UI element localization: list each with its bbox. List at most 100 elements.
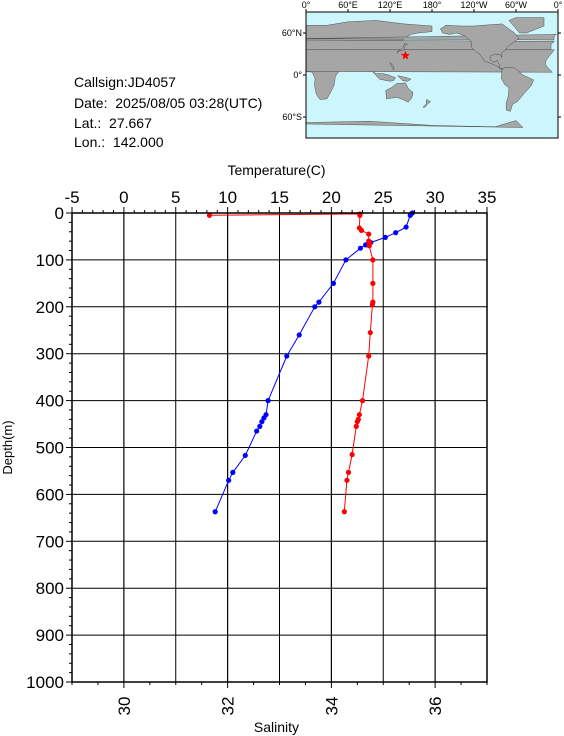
land-indonesia (372, 71, 396, 82)
salinity-point (356, 412, 362, 418)
map-lon-label: 0° (302, 0, 311, 10)
salinity-point (358, 227, 365, 233)
temperature-tick-label: 0 (119, 188, 128, 207)
temperature-point (343, 257, 349, 263)
temperature-tick-label: 35 (478, 188, 497, 207)
y-tick-label: 400 (36, 392, 64, 411)
salinity-point (341, 509, 347, 515)
temperature-point (212, 509, 218, 515)
land-japan (396, 43, 409, 54)
temperature-point (254, 428, 260, 434)
temperature-tick-label: 30 (426, 188, 445, 207)
salinity-tick-label: 32 (219, 697, 238, 716)
salinity-point (366, 243, 372, 249)
salinity-point (369, 301, 375, 308)
y-tick-label: 700 (36, 532, 64, 551)
date-line: Date: 2025/08/05 03:28(UTC) (74, 95, 262, 111)
temperature-point (226, 477, 232, 483)
land-greenland (508, 17, 545, 34)
salinity-point (370, 257, 376, 263)
map-lon-label: 60°E (338, 0, 358, 10)
salinity-point (354, 419, 360, 425)
land-new-zealand (422, 99, 431, 108)
callsign-line: Callsign:JD4057 (74, 74, 176, 90)
salinity-profile-line (209, 213, 374, 512)
temperature-tick-label: 20 (322, 188, 341, 207)
map-lat-label: 0° (293, 70, 302, 80)
temperature-point (357, 245, 364, 251)
temperature-tick-label: 15 (270, 188, 289, 207)
y-axis-label: Depth(m) (0, 420, 15, 474)
y-tick-label: 500 (36, 439, 64, 458)
chart-grid (72, 213, 487, 682)
salinity-tick-label: 36 (426, 697, 445, 716)
salinity-axis-label: Salinity (254, 719, 299, 735)
callsign-value: JD4057 (127, 74, 176, 90)
temperature-tick-label: 25 (374, 188, 393, 207)
temperature-point (284, 353, 290, 359)
y-tick-label: 300 (36, 345, 64, 364)
temperature-point (312, 304, 318, 310)
station-marker-star (400, 50, 411, 60)
land-europe-west (306, 39, 556, 50)
temperature-point (330, 280, 337, 286)
lat-label: Lat.: (74, 115, 102, 131)
salinity-point (349, 451, 355, 458)
temperature-point (259, 419, 265, 425)
world-map: 0° 60°E 120°E 180° 120°W 60°W 0° 60°N 0° 60°S (282, 0, 563, 139)
map-lon-label: 180° (423, 0, 442, 10)
map-lon-label: 0° (554, 0, 563, 10)
map-lat-label: 60°S (282, 112, 302, 122)
temperature-point (257, 423, 263, 429)
map-land (306, 17, 557, 138)
chart-series (206, 210, 415, 515)
land-antarctica (306, 120, 524, 138)
y-tick-label: 600 (36, 485, 64, 504)
salinity-point (344, 477, 350, 483)
land-south-america (501, 67, 534, 112)
lon-value: 142.000 (112, 134, 164, 150)
y-tick-label: 800 (36, 579, 64, 598)
temperature-axis-label: Temperature(C) (227, 162, 325, 178)
salinity-tick-label: 34 (322, 697, 341, 716)
chart-axes: 01002003004005006007008009001000Depth(m)… (0, 162, 496, 735)
salinity-tick-label: 30 (115, 697, 134, 716)
lon-label: Lon.: (74, 134, 106, 150)
y-tick-label: 100 (36, 251, 64, 270)
temperature-point (382, 234, 388, 240)
map-lat-label: 60°N (282, 28, 302, 38)
salinity-point (366, 231, 372, 237)
land-australia (385, 82, 414, 103)
temperature-point (403, 224, 409, 230)
temperature-tick-label: 5 (171, 188, 180, 207)
land-africa-west (306, 49, 555, 73)
date-label: Date: (74, 95, 108, 111)
lat-line: Lat.: 27.667 (74, 115, 152, 131)
temperature-point (296, 332, 302, 338)
y-tick-label: 900 (36, 626, 64, 645)
salinity-point (367, 329, 373, 336)
temperature-point (230, 469, 236, 475)
land-new-guinea (397, 75, 412, 82)
map-lon-label: 120°E (378, 0, 403, 10)
salinity-point (370, 280, 376, 286)
temperature-tick-label: -5 (64, 188, 79, 207)
salinity-point (206, 212, 213, 218)
temperature-tick-label: 10 (218, 188, 237, 207)
temperature-profile-line (214, 212, 413, 512)
salinity-point (359, 398, 366, 404)
map-lon-label: 60°W (505, 0, 528, 10)
map-lon-label: 120°W (460, 0, 488, 10)
y-tick-label: 1000 (26, 673, 64, 692)
callsign-label: Callsign: (74, 74, 128, 90)
land-north-america (440, 23, 520, 71)
salinity-point (345, 469, 352, 475)
temperature-point (242, 452, 248, 459)
land-philippines (389, 62, 395, 71)
lon-line: Lon.: 142.000 (74, 134, 164, 150)
lat-value: 27.667 (109, 115, 152, 131)
temperature-point (265, 398, 271, 404)
temperature-point (316, 299, 322, 305)
salinity-point (366, 353, 372, 359)
